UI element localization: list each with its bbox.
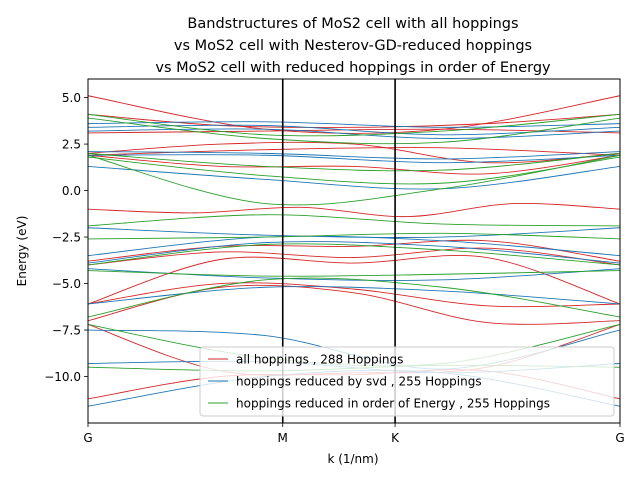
chart-title-line-2: vs MoS2 cell with Nesterov-GD-reduced ho… (174, 38, 532, 54)
band-line-series-1-band-5 (88, 147, 620, 156)
band-line-series-3-band-3 (88, 152, 620, 172)
y-tick-label-3: −5.0 (52, 277, 81, 291)
band-line-series-1-band-6 (88, 154, 620, 175)
band-line-series-1-band-11 (88, 282, 620, 308)
legend-box (199, 346, 615, 417)
y-axis-label: Energy (eV) (15, 216, 29, 287)
band-line-series-2-band-5 (88, 154, 620, 164)
legend-label-3: hoppings reduced in order of Energy , 25… (236, 397, 550, 411)
axes-frame (87, 78, 621, 424)
band-line-series-3-band-7 (88, 232, 620, 240)
y-tick-label-5: 0.0 (62, 184, 81, 198)
band-lines (88, 95, 620, 407)
band-line-series-1-band-10 (88, 255, 620, 305)
band-line-series-2-band-2 (88, 124, 620, 136)
x-tick-label-3: K (391, 431, 400, 445)
band-line-series-2-band-11 (88, 286, 620, 305)
band-line-series-1-band-4 (88, 141, 620, 164)
x-tick-label-4: G (615, 431, 624, 445)
legend-label-1: all hoppings , 288 Hoppings (236, 353, 403, 367)
x-axis-label: k (1/nm) (327, 452, 378, 466)
x-tick-label-2: M (278, 431, 288, 445)
band-line-series-2-band-1 (88, 121, 620, 128)
band-line-series-2-band-6 (88, 165, 620, 190)
chart-title-line-3: vs MoS2 cell with reduced hoppings in or… (155, 60, 551, 76)
band-line-series-3-band-1 (88, 113, 620, 137)
band-line-series-1-band-9 (88, 247, 620, 266)
chart-title-line-1: Bandstructures of MoS2 cell with all hop… (187, 16, 518, 32)
band-line-series-2-band-4 (88, 151, 620, 160)
band-line-series-2-band-8 (88, 235, 620, 257)
band-line-series-1-band-8 (88, 239, 620, 262)
band-line-series-3-band-10 (88, 277, 620, 318)
band-line-series-3-band-2 (88, 117, 620, 145)
legend-label-2: hoppings reduced by svd , 255 Hoppings (236, 375, 482, 389)
legend: all hoppings , 288 Hoppings hoppings redu… (199, 346, 615, 417)
band-line-series-2-band-3 (88, 128, 620, 139)
y-tick-label-1: −10.0 (44, 370, 81, 384)
band-line-series-3-band-9 (88, 270, 620, 277)
band-line-series-1-band-1 (88, 95, 620, 134)
y-tick-label-6: 2.5 (62, 138, 81, 152)
band-line-series-1-band-7 (88, 202, 620, 218)
y-tick-label-2: −7.5 (52, 324, 81, 338)
y-tick-label-7: 5.0 (62, 91, 81, 105)
band-line-series-3-band-6 (88, 214, 620, 227)
x-tick-label-1: G (83, 431, 92, 445)
band-line-series-3-band-8 (88, 243, 620, 266)
band-line-series-2-band-9 (88, 241, 620, 264)
y-tick-label-4: −2.5 (52, 231, 81, 245)
band-line-series-1-band-3 (88, 128, 620, 134)
band-line-series-3-band-5 (88, 154, 620, 206)
